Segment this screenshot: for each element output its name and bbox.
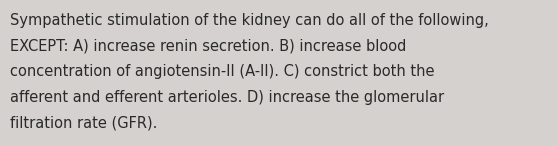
Text: filtration rate (GFR).: filtration rate (GFR). [10, 115, 157, 130]
Text: afferent and efferent arterioles. D) increase the glomerular: afferent and efferent arterioles. D) inc… [10, 90, 444, 105]
Text: Sympathetic stimulation of the kidney can do all of the following,: Sympathetic stimulation of the kidney ca… [10, 13, 489, 28]
Text: EXCEPT: A) increase renin secretion. B) increase blood: EXCEPT: A) increase renin secretion. B) … [10, 39, 406, 54]
Text: concentration of angiotensin-II (A-II). C) constrict both the: concentration of angiotensin-II (A-II). … [10, 64, 435, 79]
